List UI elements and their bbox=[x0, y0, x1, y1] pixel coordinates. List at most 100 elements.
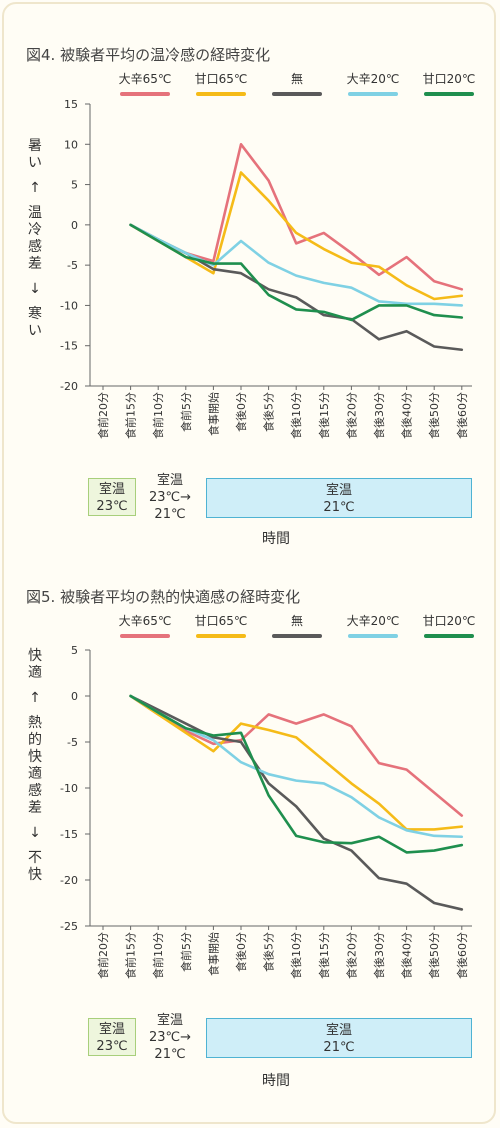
y-tick-label: -15 bbox=[60, 340, 78, 353]
legend-swatch bbox=[348, 634, 398, 638]
ylabel-mid: 熱的快適感差 bbox=[28, 715, 42, 816]
phase-label: 23℃→ bbox=[148, 490, 192, 505]
legend-label: 甘口20℃ bbox=[422, 72, 476, 86]
phase-label: 21℃ bbox=[154, 1047, 186, 1062]
x-tick-label: 食後5分 bbox=[262, 392, 276, 432]
phase-label: 21℃ bbox=[154, 507, 186, 522]
chart1-title: 図4. 被験者平均の温冷感の経時変化 bbox=[26, 46, 271, 64]
x-tick-label: 食後20分 bbox=[344, 932, 358, 979]
legend-swatch bbox=[272, 92, 322, 96]
legend-item: 無 bbox=[262, 70, 332, 96]
x-tick-label: 食後20分 bbox=[344, 392, 358, 439]
chart2-ylabel: 快適 ↑ 熱的快適感差 ↓ 不快 bbox=[26, 648, 44, 884]
legend-label: 大辛20℃ bbox=[346, 614, 400, 628]
phase-label: 室温 bbox=[325, 483, 352, 498]
y-tick-label: 10 bbox=[64, 138, 78, 151]
x-tick-label: 食後0分 bbox=[234, 392, 248, 432]
phase-label: 室温 bbox=[156, 1013, 183, 1028]
x-tick-label: 食前5分 bbox=[179, 932, 193, 972]
series-line bbox=[129, 694, 464, 831]
legend-item: 甘口20℃ bbox=[414, 612, 484, 638]
x-tick-label: 食後15分 bbox=[317, 392, 331, 439]
series-line bbox=[129, 694, 464, 817]
x-tick-label: 食後50分 bbox=[427, 932, 441, 979]
legend-label: 甘口65℃ bbox=[194, 72, 248, 86]
y-tick-label: 0 bbox=[71, 219, 78, 232]
legend-swatch bbox=[120, 92, 170, 96]
legend-swatch bbox=[424, 634, 474, 638]
y-tick-label: 0 bbox=[71, 690, 78, 703]
down-arrow-icon: ↓ bbox=[29, 825, 41, 841]
ylabel-top: 快適 bbox=[28, 648, 42, 681]
x-tick-label: 食後60分 bbox=[455, 392, 469, 439]
y-tick-label: -10 bbox=[60, 299, 78, 312]
legend-swatch bbox=[120, 634, 170, 638]
ylabel-mid: 温冷感差 bbox=[28, 205, 42, 272]
legend-swatch bbox=[424, 92, 474, 96]
y-tick-label: -15 bbox=[60, 828, 78, 841]
y-tick-label: -10 bbox=[60, 782, 78, 795]
chart2-title: 図5. 被験者平均の熱的快適感の経時変化 bbox=[26, 588, 301, 606]
y-tick-label: 5 bbox=[71, 179, 78, 192]
ylabel-bottom: 不快 bbox=[28, 850, 42, 883]
series-line bbox=[129, 694, 464, 839]
chart2-legend: 大辛65℃ 甘口65℃ 無 大辛20℃ 甘口20℃ bbox=[110, 612, 480, 652]
series-line bbox=[129, 223, 464, 307]
legend-item: 無 bbox=[262, 612, 332, 638]
y-tick-label: -5 bbox=[67, 259, 78, 272]
y-tick-label: -5 bbox=[67, 736, 78, 749]
phase-label: 23℃→ bbox=[148, 1030, 192, 1045]
x-tick-label: 食前15分 bbox=[124, 932, 138, 979]
legend-swatch bbox=[272, 634, 322, 638]
down-arrow-icon: ↓ bbox=[29, 281, 41, 297]
y-tick-label: -25 bbox=[60, 920, 78, 933]
ylabel-bottom: 寒い bbox=[28, 306, 42, 339]
legend-label: 甘口20℃ bbox=[422, 614, 476, 628]
x-tick-label: 食前10分 bbox=[151, 392, 165, 439]
legend-label: 大辛65℃ bbox=[118, 72, 172, 86]
series-line bbox=[129, 223, 464, 322]
x-tick-label: 食後60分 bbox=[455, 932, 469, 979]
legend-swatch bbox=[348, 92, 398, 96]
x-tick-label: 食後30分 bbox=[372, 392, 386, 439]
legend-label: 無 bbox=[290, 72, 303, 86]
legend-item: 大辛20℃ bbox=[338, 612, 408, 638]
y-tick-label: -20 bbox=[60, 874, 78, 887]
series-line bbox=[129, 694, 464, 911]
chart2-plot: 50-5-10-15-20-25食前20分 食前15分 食前10分 食前5分 食事開始食… bbox=[60, 644, 472, 979]
series-line bbox=[129, 694, 464, 854]
phase-box-21c: 室温 21℃ bbox=[206, 1018, 472, 1058]
x-tick-label: 食後30分 bbox=[372, 932, 386, 979]
x-tick-label: 食前20分 bbox=[96, 392, 110, 439]
phase-label: 21℃ bbox=[323, 500, 355, 515]
x-tick-label: 食事開始 bbox=[206, 392, 220, 436]
legend-label: 甘口65℃ bbox=[194, 614, 248, 628]
x-tick-label: 食後10分 bbox=[289, 392, 303, 439]
x-tick-label: 食前15分 bbox=[124, 392, 138, 439]
x-tick-label: 食前5分 bbox=[179, 392, 193, 432]
phase-label: 室温 bbox=[156, 473, 183, 488]
phase-label: 室温 bbox=[98, 482, 125, 497]
chart1-ylabel: 暑い ↑ 温冷感差 ↓ 寒い bbox=[26, 138, 44, 340]
legend-swatch bbox=[196, 634, 246, 638]
y-tick-label: 5 bbox=[71, 644, 78, 657]
phase-label: 室温 bbox=[98, 1022, 125, 1037]
phase-box-transition: 室温 23℃→ 21℃ bbox=[140, 472, 200, 524]
phase-label: 室温 bbox=[325, 1023, 352, 1038]
y-tick-label: -20 bbox=[60, 380, 78, 393]
phase-box-transition: 室温 23℃→ 21℃ bbox=[140, 1012, 200, 1064]
phase-box-21c: 室温 21℃ bbox=[206, 478, 472, 518]
legend-item: 甘口65℃ bbox=[186, 612, 256, 638]
legend-label: 大辛65℃ bbox=[118, 614, 172, 628]
x-tick-label: 食後40分 bbox=[400, 932, 414, 979]
chart1-legend: 大辛65℃ 甘口65℃ 無 大辛20℃ 甘口20℃ bbox=[110, 70, 480, 110]
x-tick-label: 食前10分 bbox=[151, 932, 165, 979]
chart1-xlabel: 時間 bbox=[262, 531, 290, 547]
x-tick-label: 食前20分 bbox=[96, 932, 110, 979]
x-tick-label: 食後50分 bbox=[427, 392, 441, 439]
x-tick-label: 食後5分 bbox=[262, 932, 276, 972]
ylabel-top: 暑い bbox=[28, 138, 42, 171]
phase-label: 23℃ bbox=[96, 1039, 128, 1054]
y-tick-label: 15 bbox=[64, 98, 78, 111]
